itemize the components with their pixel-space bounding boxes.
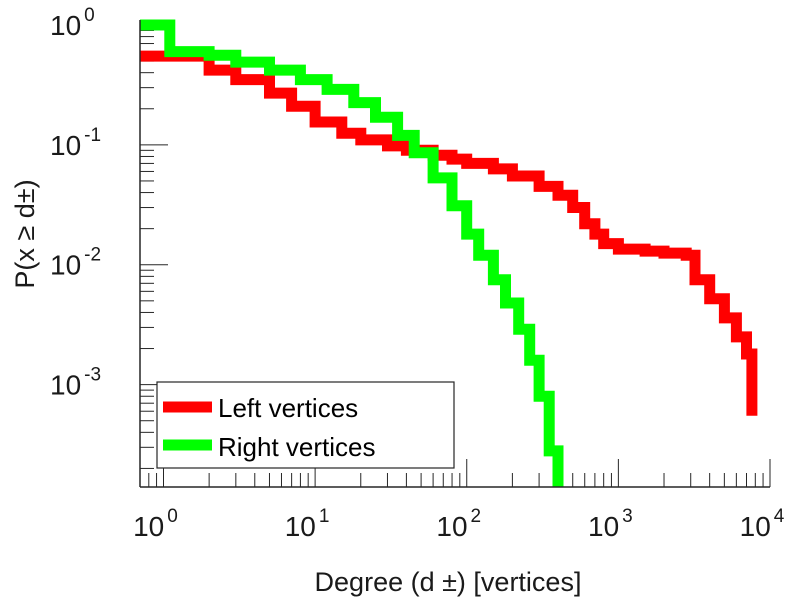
x-tick-label: 10 4 — [740, 506, 785, 542]
y-tick-label: 10 -2 — [50, 245, 101, 281]
x-tick-label: 10 0 — [133, 506, 178, 542]
y-tick-label: 10 -1 — [50, 125, 101, 161]
x-axis-label: Degree (d ±) [vertices] — [315, 567, 582, 597]
series-line-left-vertices — [140, 50, 758, 416]
x-tick-label: 10 1 — [285, 506, 330, 542]
legend-label-left: Left vertices — [218, 393, 358, 423]
y-tick-label: 10 0 — [50, 5, 95, 41]
series-layer — [140, 19, 758, 487]
legend: Left vertices Right vertices — [156, 381, 455, 469]
series-line-right-vertices — [140, 19, 564, 487]
legend-label-right: Right vertices — [218, 432, 376, 462]
y-tick-label: 10 -3 — [50, 365, 101, 401]
x-tick-label: 10 2 — [436, 506, 481, 542]
y-axis-label: P(x ≥ d±) — [10, 179, 40, 288]
tick-labels: 10 0 10 1 10 2 10 3 10 4 10 0 10 -1 10 -2 10 -3 — [50, 5, 785, 542]
legend-box — [156, 381, 455, 469]
x-tick-label: 10 3 — [588, 506, 633, 542]
